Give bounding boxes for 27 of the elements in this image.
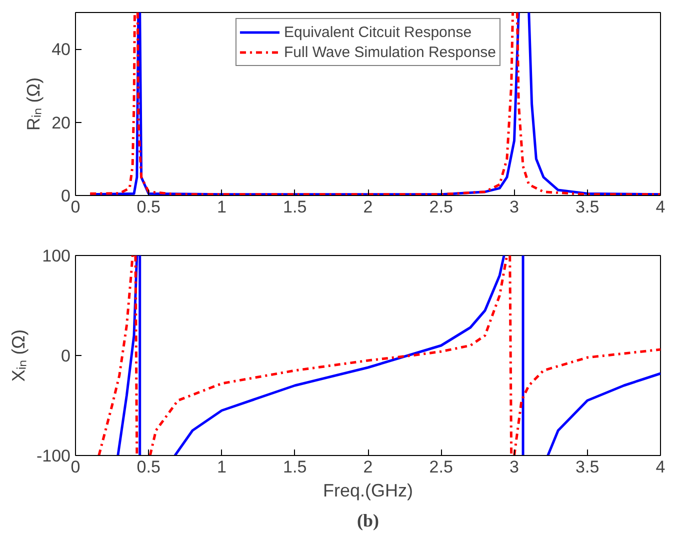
x-axis-title: Freq.(GHz): [323, 480, 413, 500]
y-tick-label: 100: [42, 246, 71, 266]
x-tick-label: 1.5: [283, 458, 307, 476]
x-tick-label: 2: [363, 458, 373, 476]
x-tick-label: 4: [656, 458, 666, 476]
x-tick-label: 4: [656, 198, 666, 216]
y-tick-label: 40: [52, 40, 71, 60]
y-axis-title: Xᵢₙ (Ω): [8, 329, 28, 382]
x-tick-label: 0.5: [136, 458, 160, 476]
y-tick-label: 0: [61, 346, 71, 366]
y-tick-label: -100: [36, 446, 71, 466]
legend-label: Full Wave Simulation Response: [284, 44, 496, 60]
x-tick-label: 3.5: [576, 458, 600, 476]
x-tick-label: 1: [217, 458, 226, 476]
x-tick-label: 3: [510, 198, 519, 216]
x-tick-label: 2.5: [429, 198, 453, 216]
x-tick-label: 0.5: [136, 198, 160, 216]
text: (b): [357, 510, 380, 530]
y-axis-title: Rᵢₙ (Ω): [24, 77, 44, 131]
x-tick-label: 2: [363, 198, 373, 216]
y-tick-label: 20: [52, 113, 71, 132]
x-tick-label: 1.5: [283, 198, 307, 216]
x-tick-label: 3.5: [576, 198, 600, 216]
legend-label: Equivalent Citcuit Response: [284, 24, 472, 40]
x-tick-label: 3: [510, 458, 519, 476]
x-tick-label: 2.5: [429, 458, 453, 476]
x-tick-label: 1: [217, 198, 226, 216]
